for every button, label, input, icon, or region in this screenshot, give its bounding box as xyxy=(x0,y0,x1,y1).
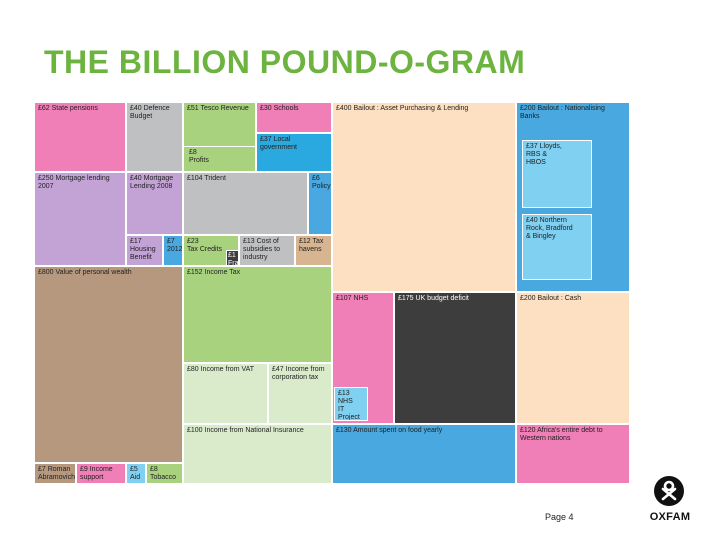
cell-income-tax: £152 Income Tax xyxy=(183,266,332,363)
cell-policy: £6 Policy xyxy=(308,172,332,235)
cell-national-insurance: £100 Income from National Insurance xyxy=(183,424,332,484)
cell-defence-budget: £40 Defence Budget xyxy=(126,102,183,172)
cell-bailout-cash: £200 Bailout : Cash xyxy=(516,292,630,424)
cell-tax-havens: £12 Tax havens xyxy=(295,235,332,266)
page-title: THE BILLION POUND-O-GRAM xyxy=(44,44,526,80)
cell-africa-debt: £120 Africa's entire debt to Western nat… xyxy=(516,424,630,484)
cell-vat: £80 Income from VAT xyxy=(183,363,268,424)
oxfam-logo: OXFAM xyxy=(648,476,692,524)
cell-aid: £5 Aid xyxy=(126,463,146,484)
cell-tobacco: £8 Tobacco xyxy=(146,463,183,484)
oxfam-logo-icon xyxy=(654,476,684,506)
cell-mortgage-2008: £40 Mortgage Lending 2008 xyxy=(126,172,183,235)
cell-subsidies: £13 Cost of subsidies to industry xyxy=(239,235,295,266)
cell-fraud: £1 Fraud xyxy=(226,250,239,266)
oxfam-logo-text: OXFAM xyxy=(649,511,691,523)
page-number: Page 4 xyxy=(545,512,574,522)
cell-local-government: £37 Local government xyxy=(256,133,332,172)
cell-northern-rock: £40 Northern Rock, Bradford & Bingley xyxy=(522,214,592,280)
cell-profits: £8 Profits xyxy=(183,146,256,172)
cell-mortgage-2007: £250 Mortgage lending 2007 xyxy=(34,172,126,266)
cell-state-pensions: £62 State pensions xyxy=(34,102,126,172)
cell-nhs-it: £13 NHS IT Project xyxy=(334,387,368,421)
cell-trident: £104 Trident xyxy=(183,172,308,235)
cell-income-support: £9 Income support xyxy=(76,463,126,484)
cell-olympics: £7 2012 xyxy=(163,235,183,266)
cell-lloyds: £37 Lloyds, RBS & HBOS xyxy=(522,140,592,208)
cell-schools: £30 Schools xyxy=(256,102,332,133)
cell-uk-deficit: £175 UK budget deficit xyxy=(394,292,516,424)
cell-bailout-asset: £400 Bailout : Asset Purchasing & Lendin… xyxy=(332,102,516,292)
cell-housing-benefit: £17 Housing Benefit xyxy=(126,235,163,266)
cell-personal-wealth: £800 Value of personal wealth xyxy=(34,266,183,463)
cell-corporation-tax: £47 Income from corporation tax xyxy=(268,363,332,424)
cell-food-spent: £130 Amount spent on food yearly xyxy=(332,424,516,484)
cell-roman-abramovich: £7 Roman Abramovich xyxy=(34,463,76,484)
